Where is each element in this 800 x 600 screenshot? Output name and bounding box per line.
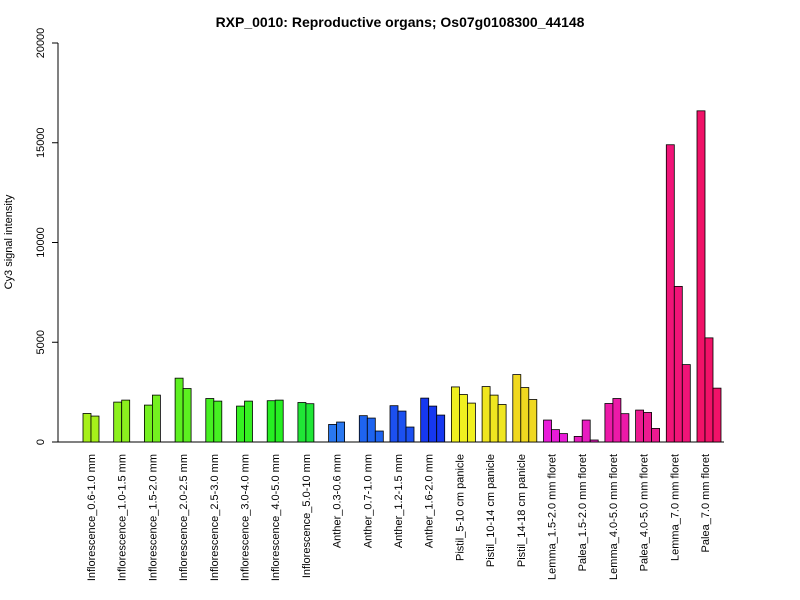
bar bbox=[182, 388, 192, 443]
y-axis: 0 5000 10000 15000 20000 bbox=[35, 28, 59, 445]
bar bbox=[336, 421, 346, 443]
x-category-label: Palea_4.0-5.0 mm floret bbox=[639, 454, 651, 571]
bar bbox=[696, 110, 706, 443]
bar bbox=[681, 364, 691, 443]
bar bbox=[420, 397, 430, 443]
x-category-label: Anther_1.6-2.0 mm bbox=[424, 454, 436, 548]
bar bbox=[551, 429, 560, 443]
bar bbox=[205, 398, 215, 443]
bar bbox=[573, 436, 583, 443]
bar bbox=[635, 409, 644, 443]
bar bbox=[651, 428, 660, 443]
x-category-label: Inflorescence_5.0-10 mm bbox=[301, 454, 313, 578]
bar bbox=[481, 386, 491, 443]
bar bbox=[612, 398, 622, 443]
bars bbox=[82, 110, 722, 443]
bar bbox=[151, 394, 161, 443]
x-category-label: Inflorescence_4.0-5.0 mm bbox=[270, 454, 282, 581]
bar bbox=[528, 399, 538, 443]
bar bbox=[497, 404, 507, 443]
bar bbox=[589, 439, 599, 443]
bar bbox=[620, 413, 630, 443]
bar bbox=[90, 415, 100, 443]
chart-title: RXP_0010: Reproductive organs; Os07g0108… bbox=[216, 14, 585, 30]
bar bbox=[581, 419, 591, 443]
bar bbox=[121, 399, 131, 443]
bar bbox=[673, 285, 683, 443]
x-category-label: Inflorescence_2.5-3.0 mm bbox=[209, 454, 221, 581]
y-tick-label: 5000 bbox=[35, 330, 47, 354]
bar bbox=[604, 403, 614, 443]
x-category-label: Pistil_10-14 cm panicle bbox=[485, 454, 497, 567]
bar bbox=[366, 417, 376, 443]
bar bbox=[213, 400, 223, 443]
bar bbox=[436, 414, 446, 443]
bar bbox=[466, 402, 476, 443]
bar bbox=[665, 144, 675, 443]
bar bbox=[143, 404, 153, 443]
bar bbox=[244, 400, 253, 443]
x-category-label: Anther_1.2-1.5 mm bbox=[393, 454, 405, 548]
bar bbox=[704, 337, 714, 443]
bar bbox=[358, 415, 368, 443]
bar bbox=[643, 412, 652, 443]
y-tick-label: 10000 bbox=[35, 227, 47, 258]
bar bbox=[266, 400, 276, 443]
x-category-label: Inflorescence_1.5-2.0 mm bbox=[147, 454, 159, 581]
bar bbox=[297, 402, 307, 443]
bar bbox=[389, 405, 399, 443]
x-category-label: Inflorescence_0.6-1.0 mm bbox=[86, 454, 98, 581]
y-axis-label: Cy3 signal intensity bbox=[3, 194, 15, 289]
x-category-label: Inflorescence_3.0-4.0 mm bbox=[240, 454, 252, 581]
bar bbox=[397, 410, 407, 443]
x-category-label: Pistil_14-18 cm panicle bbox=[516, 454, 528, 567]
x-category-label: Lemma_7.0 mm floret bbox=[669, 454, 681, 561]
bar bbox=[489, 394, 499, 443]
bar bbox=[543, 419, 552, 443]
bar bbox=[428, 405, 438, 443]
bar bbox=[236, 405, 245, 443]
bar bbox=[405, 426, 415, 443]
x-category-label: Anther_0.3-0.6 mm bbox=[332, 454, 344, 548]
x-category-label: Palea_7.0 mm floret bbox=[700, 454, 712, 552]
bar bbox=[512, 374, 522, 443]
bar bbox=[520, 387, 530, 443]
bar bbox=[559, 433, 568, 443]
bar bbox=[174, 377, 184, 443]
bar bbox=[712, 387, 722, 443]
bar bbox=[328, 424, 338, 443]
bar bbox=[374, 430, 384, 443]
category-labels: Inflorescence_0.6-1.0 mm Inflorescence_1.… bbox=[86, 454, 712, 581]
bar bbox=[305, 403, 315, 443]
bar bbox=[458, 394, 468, 443]
x-category-label: Inflorescence_1.0-1.5 mm bbox=[117, 454, 129, 581]
y-tick-label: 15000 bbox=[35, 127, 47, 158]
x-category-label: Inflorescence_2.0-2.5 mm bbox=[178, 454, 190, 581]
bar bbox=[450, 386, 460, 443]
x-category-label: Pistil_5-10 cm panicle bbox=[454, 454, 466, 561]
bar bbox=[113, 401, 123, 443]
x-category-label: Palea_1.5-2.0 mm floret bbox=[577, 454, 589, 571]
x-category-label: Lemma_4.0-5.0 mm floret bbox=[608, 454, 620, 580]
bar bbox=[82, 413, 92, 443]
bar bbox=[274, 399, 284, 443]
y-tick-label: 20000 bbox=[35, 28, 47, 59]
x-category-label: Anther_0.7-1.0 mm bbox=[362, 454, 374, 548]
y-tick-label: 0 bbox=[35, 439, 47, 445]
x-category-label: Lemma_1.5-2.0 mm floret bbox=[547, 454, 559, 580]
